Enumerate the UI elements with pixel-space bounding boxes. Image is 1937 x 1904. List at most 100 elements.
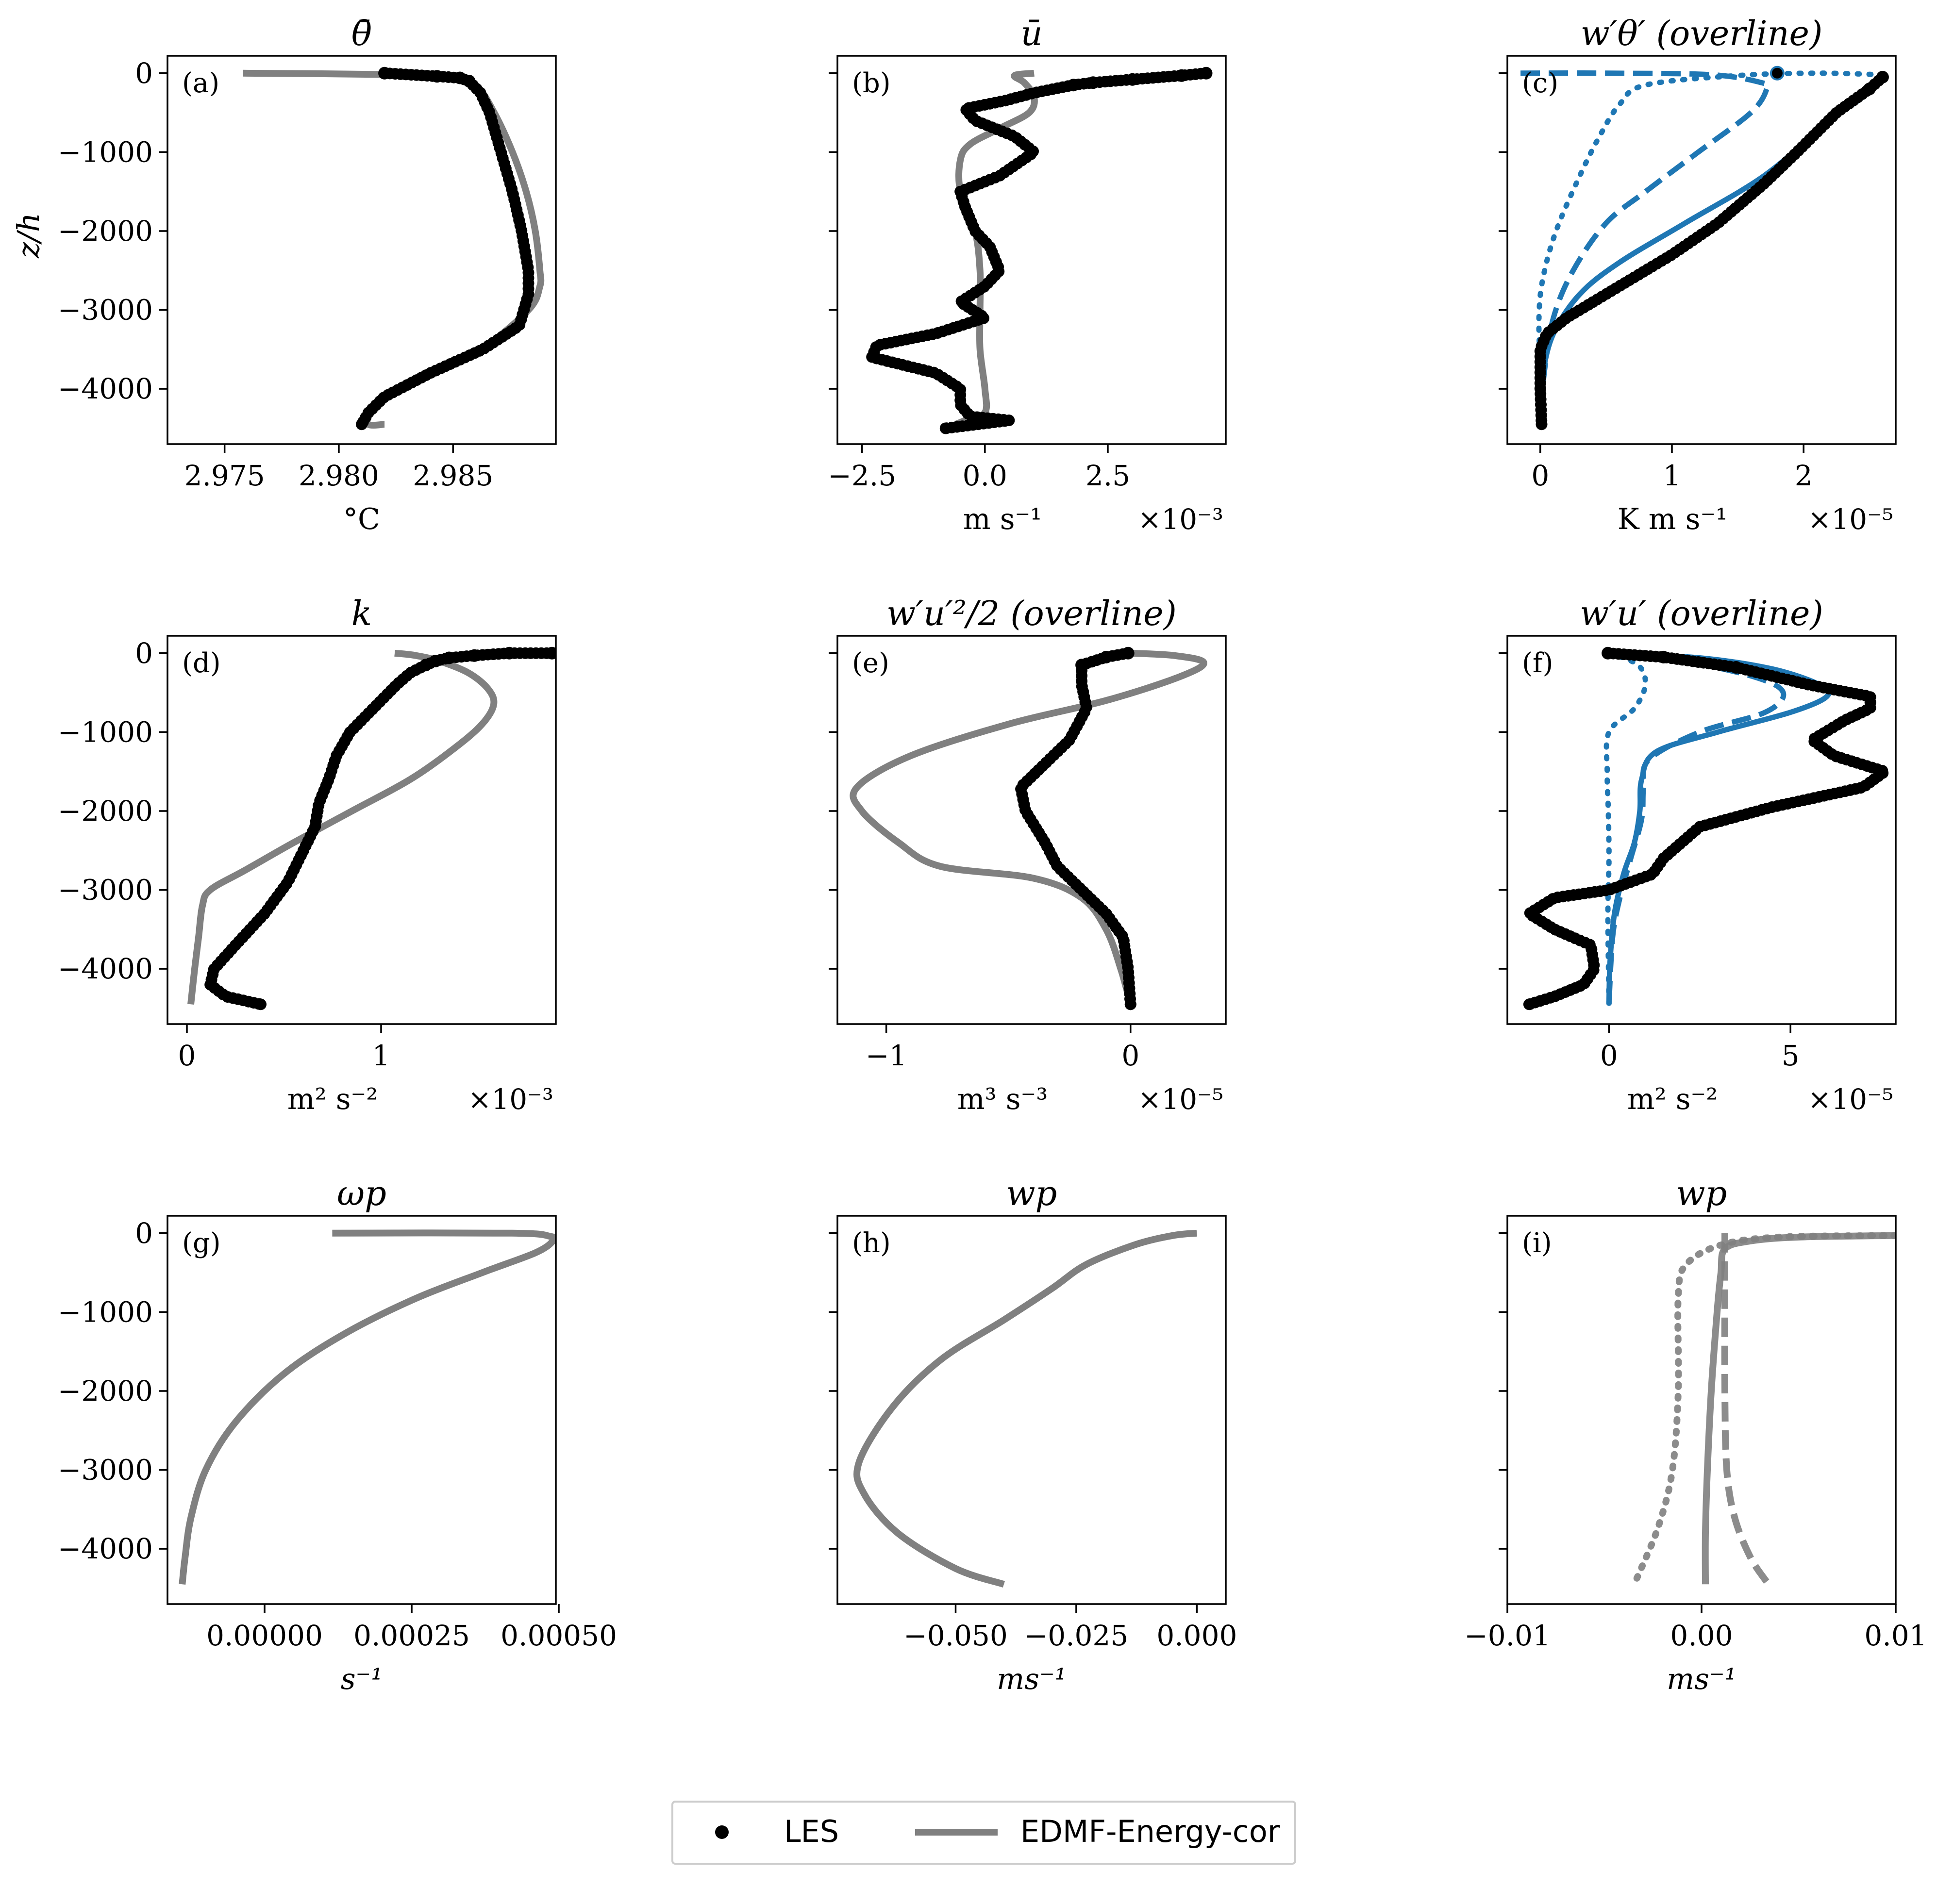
panel-c: 0 1 2 w′θ′ (overline) (c) K m s⁻¹ ×10⁻⁵	[1499, 14, 1897, 536]
x-tick-label: 2	[1795, 459, 1813, 492]
y-tick-label: −4000	[58, 1532, 153, 1565]
les-point	[1067, 79, 1080, 92]
les-point	[1657, 650, 1670, 663]
y-tick-label: −1000	[58, 135, 153, 168]
panel-f-label: (f)	[1522, 647, 1553, 679]
x-tick-label: −0.01	[1464, 1619, 1551, 1652]
x-tick-label: −1	[866, 1039, 907, 1072]
y-tick-label: −2000	[58, 1374, 153, 1407]
panel-b-offset: ×10⁻³	[1138, 503, 1223, 536]
les-point	[255, 998, 267, 1010]
les-point	[468, 649, 481, 662]
panel-b-label: (b)	[852, 67, 891, 99]
x-tick-label: 0	[178, 1039, 196, 1072]
panel-d: 0 1 0 −1000 −2000 −3000 −4000 k (d) m² s⁻² ×10⁻³	[58, 594, 557, 1116]
x-tick-label: 1	[1663, 459, 1681, 492]
les-point	[503, 646, 516, 660]
x-tick-label: 0.00050	[501, 1619, 617, 1652]
panel-i-frame	[1506, 1215, 1897, 1605]
panel-e-series-edmf-line	[850, 649, 1207, 1006]
y-tick-label: −2000	[58, 795, 153, 828]
x-tick-label: 0.0	[963, 459, 1007, 492]
panel-c-xlabel: K m s⁻¹	[1618, 502, 1727, 536]
panel-e-series	[850, 646, 1207, 1010]
x-tick-label: 2.5	[1085, 459, 1130, 492]
panel-e-les-points	[1015, 646, 1136, 1010]
panel-e-label: (e)	[852, 647, 889, 679]
legend-les-marker	[715, 1825, 729, 1839]
panel-c-offset: ×10⁻⁵	[1808, 503, 1893, 536]
les-point	[1121, 646, 1135, 660]
panel-h-label: (h)	[852, 1227, 891, 1259]
y-tick-label: 0	[135, 1217, 153, 1250]
panel-i: −0.01 0.00 0.01 wp (i) ms⁻¹	[1464, 1174, 1927, 1696]
panel-c-series-dashed-line	[1520, 70, 1771, 425]
panel-c-series-dotted-line	[1536, 70, 1886, 427]
panel-i-series-edmf-dotted-line	[1630, 1232, 1896, 1588]
y-tick-label: −4000	[58, 952, 153, 985]
panel-i-xlabel: ms⁻¹	[1667, 1662, 1736, 1696]
panel-d-les-points	[204, 646, 556, 1010]
x-tick-label: 2.985	[413, 459, 493, 492]
les-point	[1770, 66, 1785, 81]
legend: LES EDMF-Energy-cor	[671, 1801, 1296, 1865]
les-point	[1075, 659, 1088, 672]
panel-g-label: (g)	[182, 1227, 221, 1259]
y-tick-label: −3000	[58, 294, 153, 327]
x-tick-label: 1	[372, 1039, 390, 1072]
les-point	[1200, 66, 1213, 80]
les-point	[1124, 998, 1136, 1010]
x-tick-label: 5	[1782, 1039, 1800, 1072]
panel-i-title: wp	[1676, 1174, 1727, 1213]
x-tick-label: 0	[1121, 1039, 1139, 1072]
shared-ylabel: z/h	[11, 213, 46, 258]
panel-b-series	[866, 66, 1213, 434]
x-tick-label: 0.00	[1670, 1619, 1733, 1652]
panel-d-series-edmf-line	[187, 649, 498, 1005]
les-point	[1175, 69, 1188, 82]
panel-f: 0 5 w′u′ (overline) (f) m² s⁻² ×10⁻⁵	[1499, 594, 1897, 1116]
panel-g-title: ωp	[337, 1174, 386, 1213]
panel-a-series	[243, 66, 545, 430]
panel-f-xlabel: m² s⁻²	[1627, 1082, 1718, 1116]
x-tick-label: 2.975	[184, 459, 265, 492]
y-tick-label: 0	[135, 57, 153, 90]
panel-e-xlabel: m³ s⁻³	[957, 1082, 1048, 1116]
panel-a-label: (a)	[182, 67, 219, 99]
panel-f-offset: ×10⁻⁵	[1808, 1083, 1893, 1116]
les-point	[1536, 418, 1548, 430]
panel-h-series	[853, 1229, 1198, 1588]
panel-h-frame	[836, 1215, 1227, 1605]
y-tick-label: −3000	[58, 874, 153, 907]
panel-g-series-edmf-line	[179, 1229, 556, 1585]
panel-g-frame	[167, 1215, 557, 1605]
les-point	[1086, 76, 1100, 89]
x-tick-label: 0.00000	[206, 1619, 323, 1652]
y-tick-label: −2000	[58, 215, 153, 248]
les-point	[939, 422, 952, 434]
panel-b-les-points	[866, 66, 1213, 434]
les-point	[419, 659, 432, 672]
les-point	[1126, 73, 1139, 86]
panel-c-label: (c)	[1522, 67, 1558, 99]
x-tick-label: 0.000	[1156, 1619, 1237, 1652]
panel-a-frame	[167, 55, 557, 445]
panel-h-series-edmf-line	[853, 1229, 1198, 1588]
panel-d-xlabel: m² s⁻²	[287, 1082, 378, 1116]
les-point	[463, 75, 476, 87]
panel-h-title: wp	[1006, 1174, 1057, 1213]
x-tick-label: −0.050	[903, 1619, 1008, 1652]
panel-f-les-points	[1523, 646, 1889, 1010]
x-tick-label: −0.025	[1024, 1619, 1129, 1652]
panel-d-title: k	[351, 594, 372, 633]
les-point	[1730, 661, 1742, 674]
panel-d-offset: ×10⁻³	[468, 1083, 553, 1116]
les-point	[429, 655, 442, 667]
legend-les-label: LES	[784, 1814, 839, 1849]
y-tick-label: −3000	[58, 1454, 153, 1487]
panel-e-frame	[836, 635, 1227, 1025]
les-point	[1100, 650, 1113, 663]
les-point	[546, 646, 556, 660]
x-tick-label: −2.5	[828, 459, 896, 492]
